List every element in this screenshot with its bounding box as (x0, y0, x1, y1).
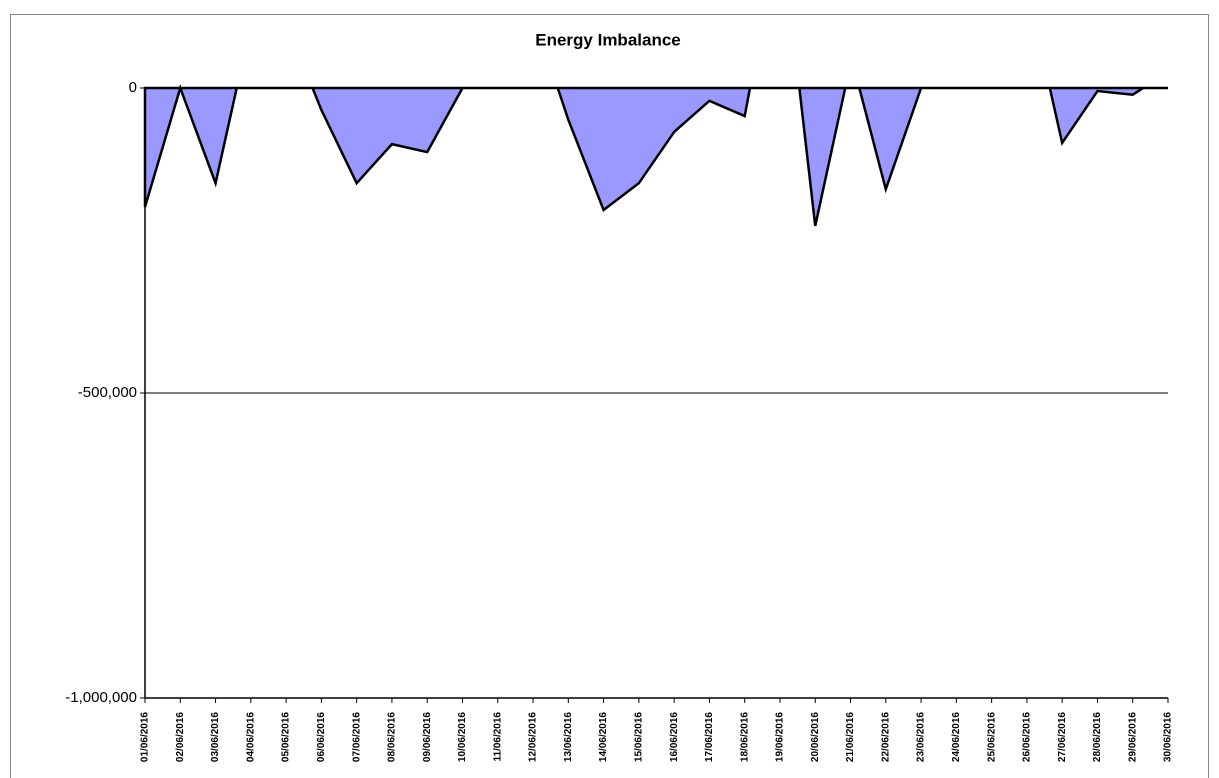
x-tick-label: 04/06/2016 (245, 712, 256, 762)
x-tick-label: 28/06/2016 (1092, 712, 1103, 762)
x-tick-label: 18/06/2016 (739, 712, 750, 762)
x-tick-label: 09/06/2016 (422, 712, 433, 762)
x-tick-label: 06/06/2016 (316, 712, 327, 762)
x-tick-label: 25/06/2016 (986, 712, 997, 762)
x-tick-label: 02/06/2016 (175, 712, 186, 762)
x-tick-label: 08/06/2016 (387, 712, 398, 762)
x-tick-label: 01/06/2016 (140, 712, 151, 762)
x-tick-label: 24/06/2016 (951, 712, 962, 762)
area (143, 84, 1168, 227)
x-tick-label: 23/06/2016 (916, 712, 927, 762)
x-tick-label: 22/06/2016 (880, 712, 891, 762)
y-tick-label: -1,000,000 (65, 689, 137, 706)
y-tick-label: -500,000 (78, 384, 137, 401)
x-tick-label: 03/06/2016 (210, 712, 221, 762)
x-tick-label: 21/06/2016 (845, 712, 856, 762)
x-tick-label: 15/06/2016 (634, 712, 645, 762)
x-tick-label: 30/06/2016 (1163, 712, 1174, 762)
x-tick-label: 12/06/2016 (528, 712, 539, 762)
x-tick-label: 20/06/2016 (810, 712, 821, 762)
x-tick-label: 19/06/2016 (775, 712, 786, 762)
x-tick-label: 27/06/2016 (1057, 712, 1068, 762)
x-tick-label: 26/06/2016 (1022, 712, 1033, 762)
chart-title: Energy Imbalance (535, 30, 681, 49)
x-tick-label: 29/06/2016 (1127, 712, 1138, 762)
x-tick-label: 14/06/2016 (598, 712, 609, 762)
x-tick-label: 16/06/2016 (669, 712, 680, 762)
x-tick-label: 07/06/2016 (351, 712, 362, 762)
x-tick-label: 10/06/2016 (457, 712, 468, 762)
x-tick-label: 17/06/2016 (704, 712, 715, 762)
x-tick-label: 11/06/2016 (492, 712, 503, 762)
y-tick-label: 0 (129, 79, 137, 96)
x-tick-label: 13/06/2016 (563, 712, 574, 762)
x-tick-label: 05/06/2016 (281, 712, 292, 762)
